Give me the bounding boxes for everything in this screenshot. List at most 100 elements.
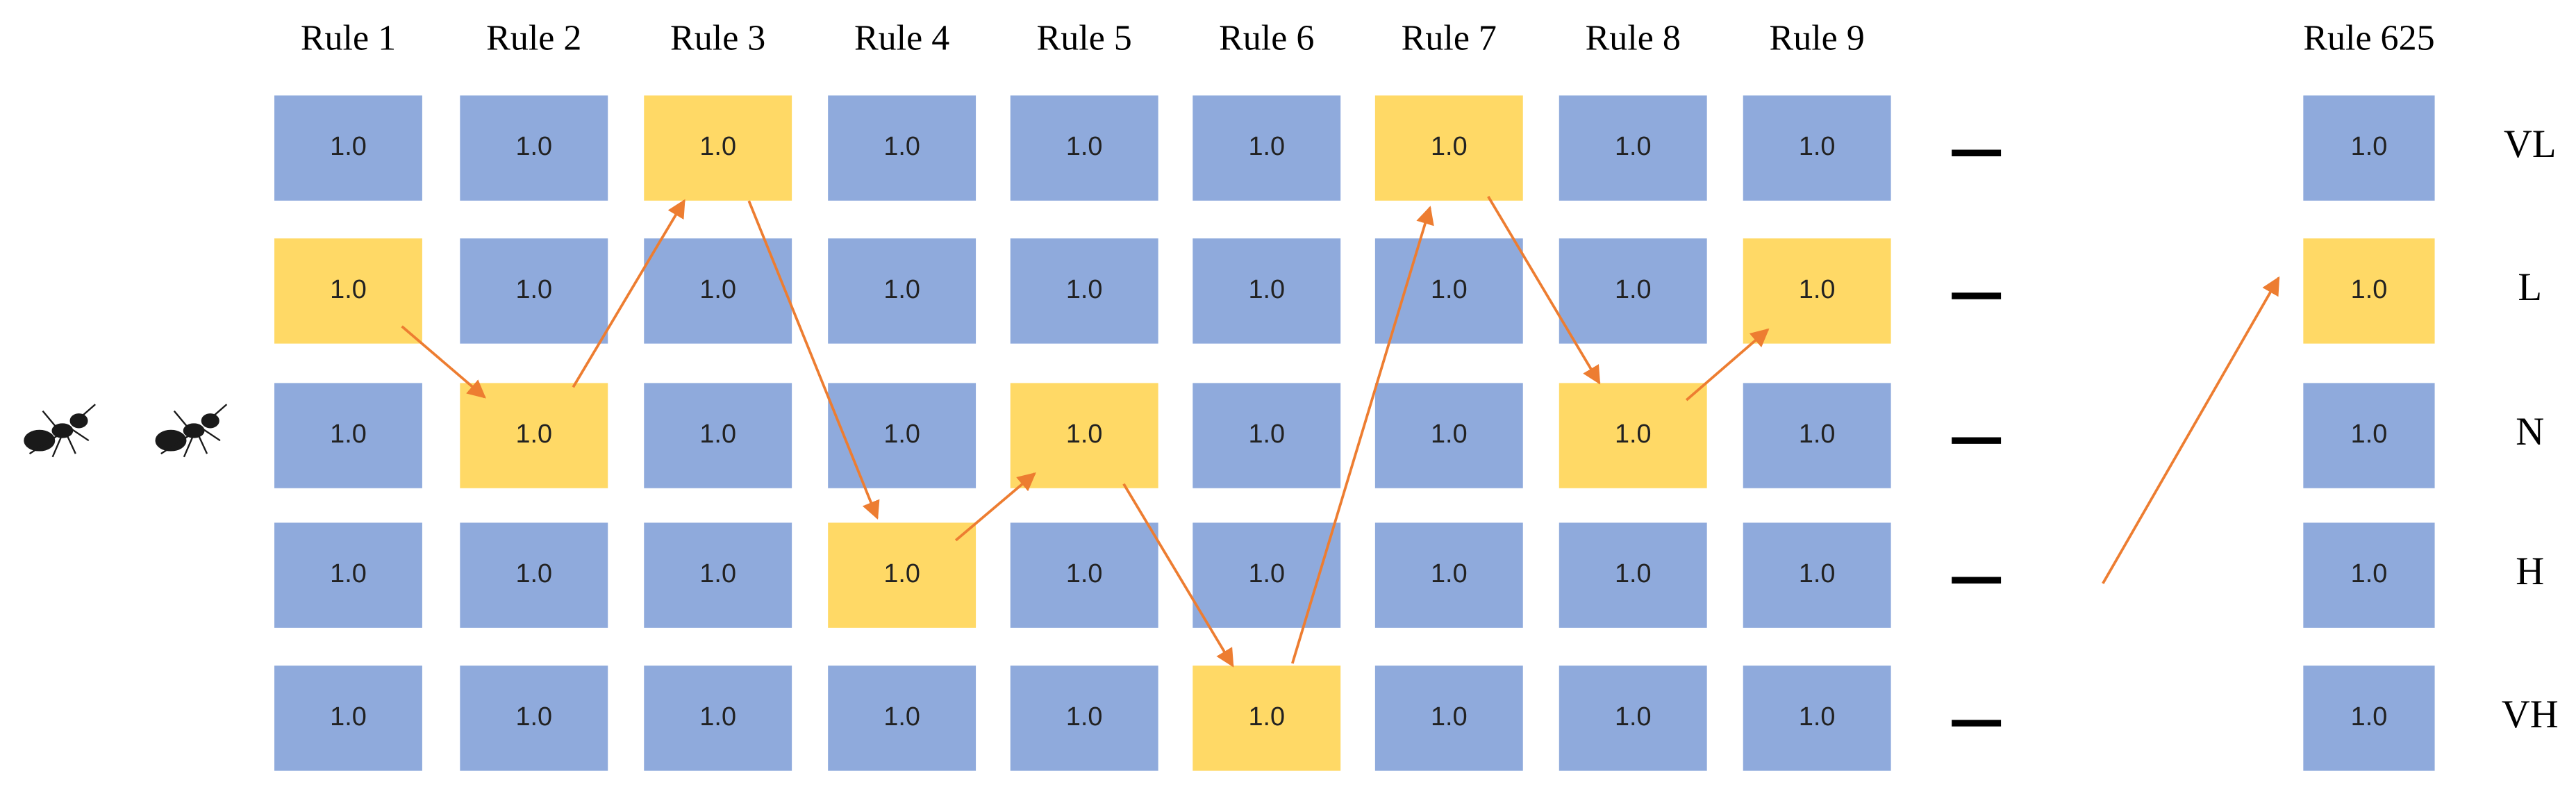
cell — [1559, 238, 1707, 344]
path-arrow — [747, 200, 880, 520]
cell-value: 1.0 — [1615, 559, 1652, 588]
cell — [1743, 383, 1891, 488]
cell-value: 1.0 — [1799, 559, 1836, 588]
cell — [460, 665, 608, 771]
cell — [1559, 522, 1707, 628]
cell-value: 1.0 — [330, 420, 367, 449]
cell — [1193, 522, 1341, 628]
cell — [274, 95, 422, 201]
cell-value: 1.0 — [515, 275, 552, 304]
cell — [828, 238, 977, 344]
cell — [1559, 95, 1707, 201]
cell-value: 1.0 — [1431, 275, 1468, 304]
column-header: Rule 4 — [854, 18, 949, 58]
cell — [1743, 95, 1891, 201]
cell — [274, 383, 422, 488]
ants — [24, 404, 228, 458]
cell — [460, 95, 608, 201]
cell-value: 1.0 — [1431, 702, 1468, 731]
cell-value: 1.0 — [1431, 132, 1468, 161]
cell-value: 1.0 — [330, 132, 367, 161]
cell — [1559, 383, 1707, 488]
cell-value: 1.0 — [330, 275, 367, 304]
cell-value: 1.0 — [699, 132, 736, 161]
cell-value: 1.0 — [883, 132, 920, 161]
cell — [274, 522, 422, 628]
cell — [1193, 665, 1341, 771]
cell-value: 1.0 — [330, 559, 367, 588]
column-header: Rule 625 — [2303, 18, 2434, 58]
cell-value: 1.0 — [1431, 420, 1468, 449]
column-header: Rule 5 — [1037, 18, 1132, 58]
cell-value: 1.0 — [1066, 132, 1103, 161]
cell-value: 1.0 — [1431, 559, 1468, 588]
cell-value: 1.0 — [2351, 275, 2388, 304]
row-label: VL — [2504, 122, 2557, 166]
cell-value: 1.0 — [515, 420, 552, 449]
cell-value: 1.0 — [515, 132, 552, 161]
cell — [1374, 665, 1523, 771]
cell — [1374, 383, 1523, 488]
column-header: Rule 8 — [1586, 18, 1681, 58]
path-arrow — [401, 325, 486, 399]
cell-value: 1.0 — [1066, 702, 1103, 731]
cell — [828, 383, 977, 488]
cell — [828, 665, 977, 771]
cell-value: 1.0 — [883, 559, 920, 588]
cell — [1374, 95, 1523, 201]
path-arrow — [2102, 276, 2280, 584]
cell — [828, 522, 977, 628]
cell-value: 1.0 — [515, 702, 552, 731]
cell — [644, 95, 792, 201]
cell — [460, 522, 608, 628]
cell — [1743, 522, 1891, 628]
cell — [1193, 383, 1341, 488]
path-arrow — [1487, 195, 1601, 385]
cell-value: 1.0 — [1248, 275, 1285, 304]
cell — [828, 95, 977, 201]
column-header: Rule 6 — [1219, 18, 1314, 58]
cell-value: 1.0 — [1799, 275, 1836, 304]
cell-value: 1.0 — [2351, 420, 2388, 449]
column-header: Rule 2 — [486, 18, 581, 58]
cell-value: 1.0 — [1615, 420, 1652, 449]
cell — [1743, 665, 1891, 771]
path-arrow — [1685, 328, 1770, 402]
cell — [1010, 665, 1158, 771]
cell-value: 1.0 — [699, 275, 736, 304]
cell — [1010, 95, 1158, 201]
cell — [1193, 95, 1341, 201]
row-label: L — [2518, 265, 2542, 309]
cell-value: 1.0 — [2351, 702, 2388, 731]
cell — [1010, 238, 1158, 344]
cell-value: 1.0 — [1248, 702, 1285, 731]
cell-value: 1.0 — [1066, 275, 1103, 304]
column-header: Rule 7 — [1402, 18, 1497, 58]
cell-value: 1.0 — [1799, 132, 1836, 161]
row-label: N — [2516, 410, 2544, 454]
cell-value: 1.0 — [883, 275, 920, 304]
cell-value: 1.0 — [699, 559, 736, 588]
cell-value: 1.0 — [699, 702, 736, 731]
column-header: Rule 3 — [670, 18, 765, 58]
cell — [2303, 238, 2435, 344]
path-arrow — [1122, 483, 1234, 668]
cell — [274, 238, 422, 344]
cell — [2303, 665, 2435, 771]
cell-value: 1.0 — [883, 420, 920, 449]
cell-value: 1.0 — [1799, 420, 1836, 449]
cell — [1559, 665, 1707, 771]
cell — [2303, 522, 2435, 628]
cell — [1743, 238, 1891, 344]
cell — [1374, 522, 1523, 628]
cell-value: 1.0 — [1248, 420, 1285, 449]
cell-value: 1.0 — [1615, 275, 1652, 304]
cell — [644, 522, 792, 628]
cell — [1010, 383, 1158, 488]
cell — [1374, 238, 1523, 344]
cell-value: 1.0 — [2351, 132, 2388, 161]
cell-value: 1.0 — [1799, 702, 1836, 731]
cell-value: 1.0 — [1615, 702, 1652, 731]
column-header: Rule 9 — [1770, 18, 1865, 58]
